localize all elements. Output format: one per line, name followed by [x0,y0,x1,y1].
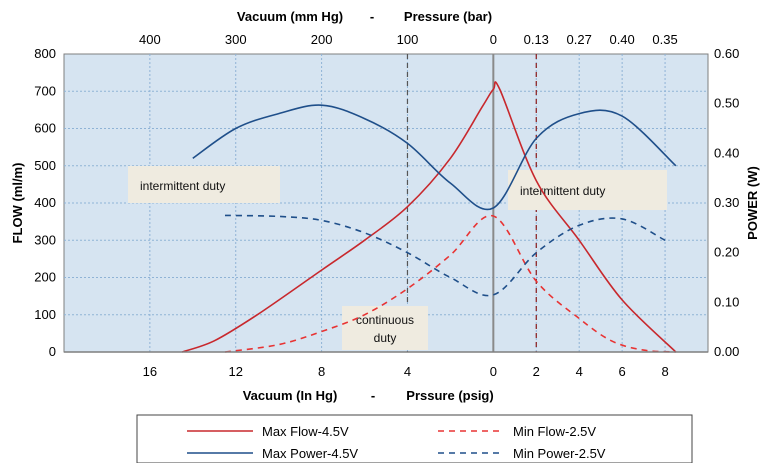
bottom-axis-ticks: 16 12 8 4 0 2 4 6 8 [143,364,669,379]
y-left-tick-label: 700 [34,83,56,98]
legend-label-max-flow: Max Flow-4.5V [262,424,349,439]
annotation-text-left: intermittent duty [140,179,225,193]
top-title-right: Pressure (bar) [404,9,492,24]
annotation-intermittent-right: intermittent duty [508,170,667,210]
x-top-tick-label: 300 [225,32,247,47]
legend-label-min-flow: Min Flow-2.5V [513,424,596,439]
annotation-text-right: intermittent duty [520,184,605,198]
bottom-title-right: Prssure (psig) [406,388,493,403]
x-top-tick-label: 200 [311,32,333,47]
y-right-tick-label: 0.30 [714,195,739,210]
legend: Max Flow-4.5V Min Flow-2.5V Max Power-4.… [136,414,693,463]
series-line-3 [224,214,666,297]
y-right-tick-label: 0.40 [714,145,739,160]
x-bottom-tick-label: 4 [404,364,411,379]
y-axis-right-label: POWER (W) [745,166,760,240]
annotation-text-continuous-2: duty [374,331,397,345]
legend-label-max-power: Max Power-4.5V [262,446,358,461]
x-top-tick-label: 0.13 [524,32,549,47]
annotation-intermittent-left: intermittent duty [128,166,280,203]
y-left-tick-label: 0 [49,344,56,359]
annotation-text-continuous-1: continuous [356,313,414,327]
right-axis-ticks: 0.00 0.10 0.20 0.30 0.40 0.50 0.60 [714,46,739,359]
bottom-title-sep: - [371,388,375,403]
y-left-tick-label: 300 [34,232,56,247]
bottom-title-left: Vacuum (In Hg) [243,388,338,403]
annotation-continuous: continuous duty [342,306,428,350]
top-title-sep: - [370,9,374,24]
y-left-tick-label: 600 [34,121,56,136]
y-right-tick-label: 0.00 [714,344,739,359]
y-left-tick-label: 100 [34,307,56,322]
x-bottom-tick-label: 0 [490,364,497,379]
series-line-1 [224,215,676,353]
y-left-tick-label: 400 [34,195,56,210]
y-right-tick-label: 0.60 [714,46,739,61]
left-axis-ticks: 0 100 200 300 400 500 600 700 800 [34,46,56,359]
x-bottom-tick-label: 12 [228,364,242,379]
y-right-tick-label: 0.10 [714,294,739,309]
x-bottom-tick-label: 8 [318,364,325,379]
x-bottom-tick-label: 4 [576,364,583,379]
series-lines [181,81,677,353]
x-top-tick-label: 100 [397,32,419,47]
legend-label-min-power: Min Power-2.5V [513,446,606,461]
x-top-tick-label: 400 [139,32,161,47]
x-bottom-tick-label: 8 [661,364,668,379]
series-line-0 [181,81,677,353]
x-top-tick-label: 0 [490,32,497,47]
series-line-2 [192,104,677,211]
top-title-left: Vacuum (mm Hg) [237,9,343,24]
top-axis-ticks: 400 300 200 100 0 0.13 0.27 0.40 0.35 [139,32,678,47]
x-bottom-tick-label: 2 [533,364,540,379]
y-left-tick-label: 500 [34,158,56,173]
y-right-tick-label: 0.50 [714,96,739,111]
x-bottom-tick-label: 16 [143,364,157,379]
y-right-tick-label: 0.20 [714,245,739,260]
y-left-tick-label: 200 [34,270,56,285]
x-top-tick-label: 0.27 [567,32,592,47]
x-bottom-tick-label: 6 [619,364,626,379]
x-top-tick-label: 0.40 [609,32,634,47]
x-top-tick-label: 0.35 [652,32,677,47]
y-axis-left-label: FLOW (ml/m) [10,163,25,244]
y-left-tick-label: 800 [34,46,56,61]
